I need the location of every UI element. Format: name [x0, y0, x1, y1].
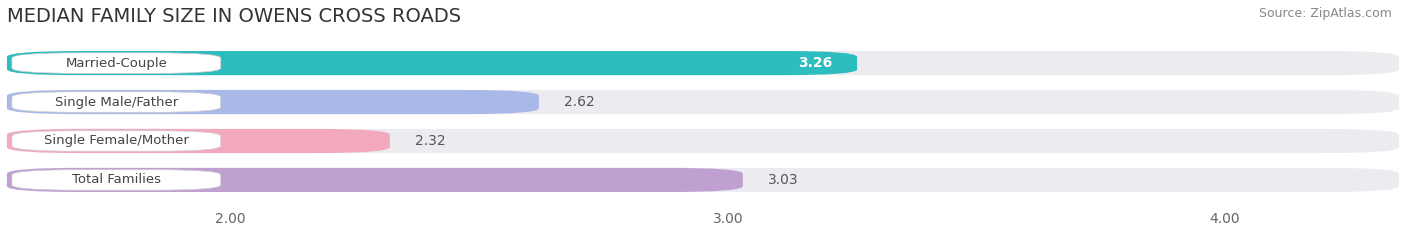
Text: 2.62: 2.62: [564, 95, 595, 109]
FancyBboxPatch shape: [11, 53, 221, 73]
FancyBboxPatch shape: [11, 92, 221, 112]
FancyBboxPatch shape: [7, 90, 538, 114]
Text: Single Female/Mother: Single Female/Mother: [44, 134, 188, 147]
Text: Single Male/Father: Single Male/Father: [55, 96, 179, 109]
FancyBboxPatch shape: [7, 129, 1399, 153]
Text: Source: ZipAtlas.com: Source: ZipAtlas.com: [1258, 7, 1392, 20]
Text: 2.32: 2.32: [415, 134, 446, 148]
FancyBboxPatch shape: [7, 168, 742, 192]
Text: MEDIAN FAMILY SIZE IN OWENS CROSS ROADS: MEDIAN FAMILY SIZE IN OWENS CROSS ROADS: [7, 7, 461, 26]
FancyBboxPatch shape: [11, 131, 221, 151]
FancyBboxPatch shape: [7, 51, 1399, 75]
Text: 3.26: 3.26: [799, 56, 832, 70]
FancyBboxPatch shape: [7, 90, 1399, 114]
FancyBboxPatch shape: [11, 170, 221, 190]
Text: Total Families: Total Families: [72, 173, 160, 186]
FancyBboxPatch shape: [7, 51, 858, 75]
FancyBboxPatch shape: [7, 168, 1399, 192]
FancyBboxPatch shape: [7, 129, 389, 153]
Text: 3.03: 3.03: [768, 173, 799, 187]
Text: Married-Couple: Married-Couple: [66, 57, 167, 70]
